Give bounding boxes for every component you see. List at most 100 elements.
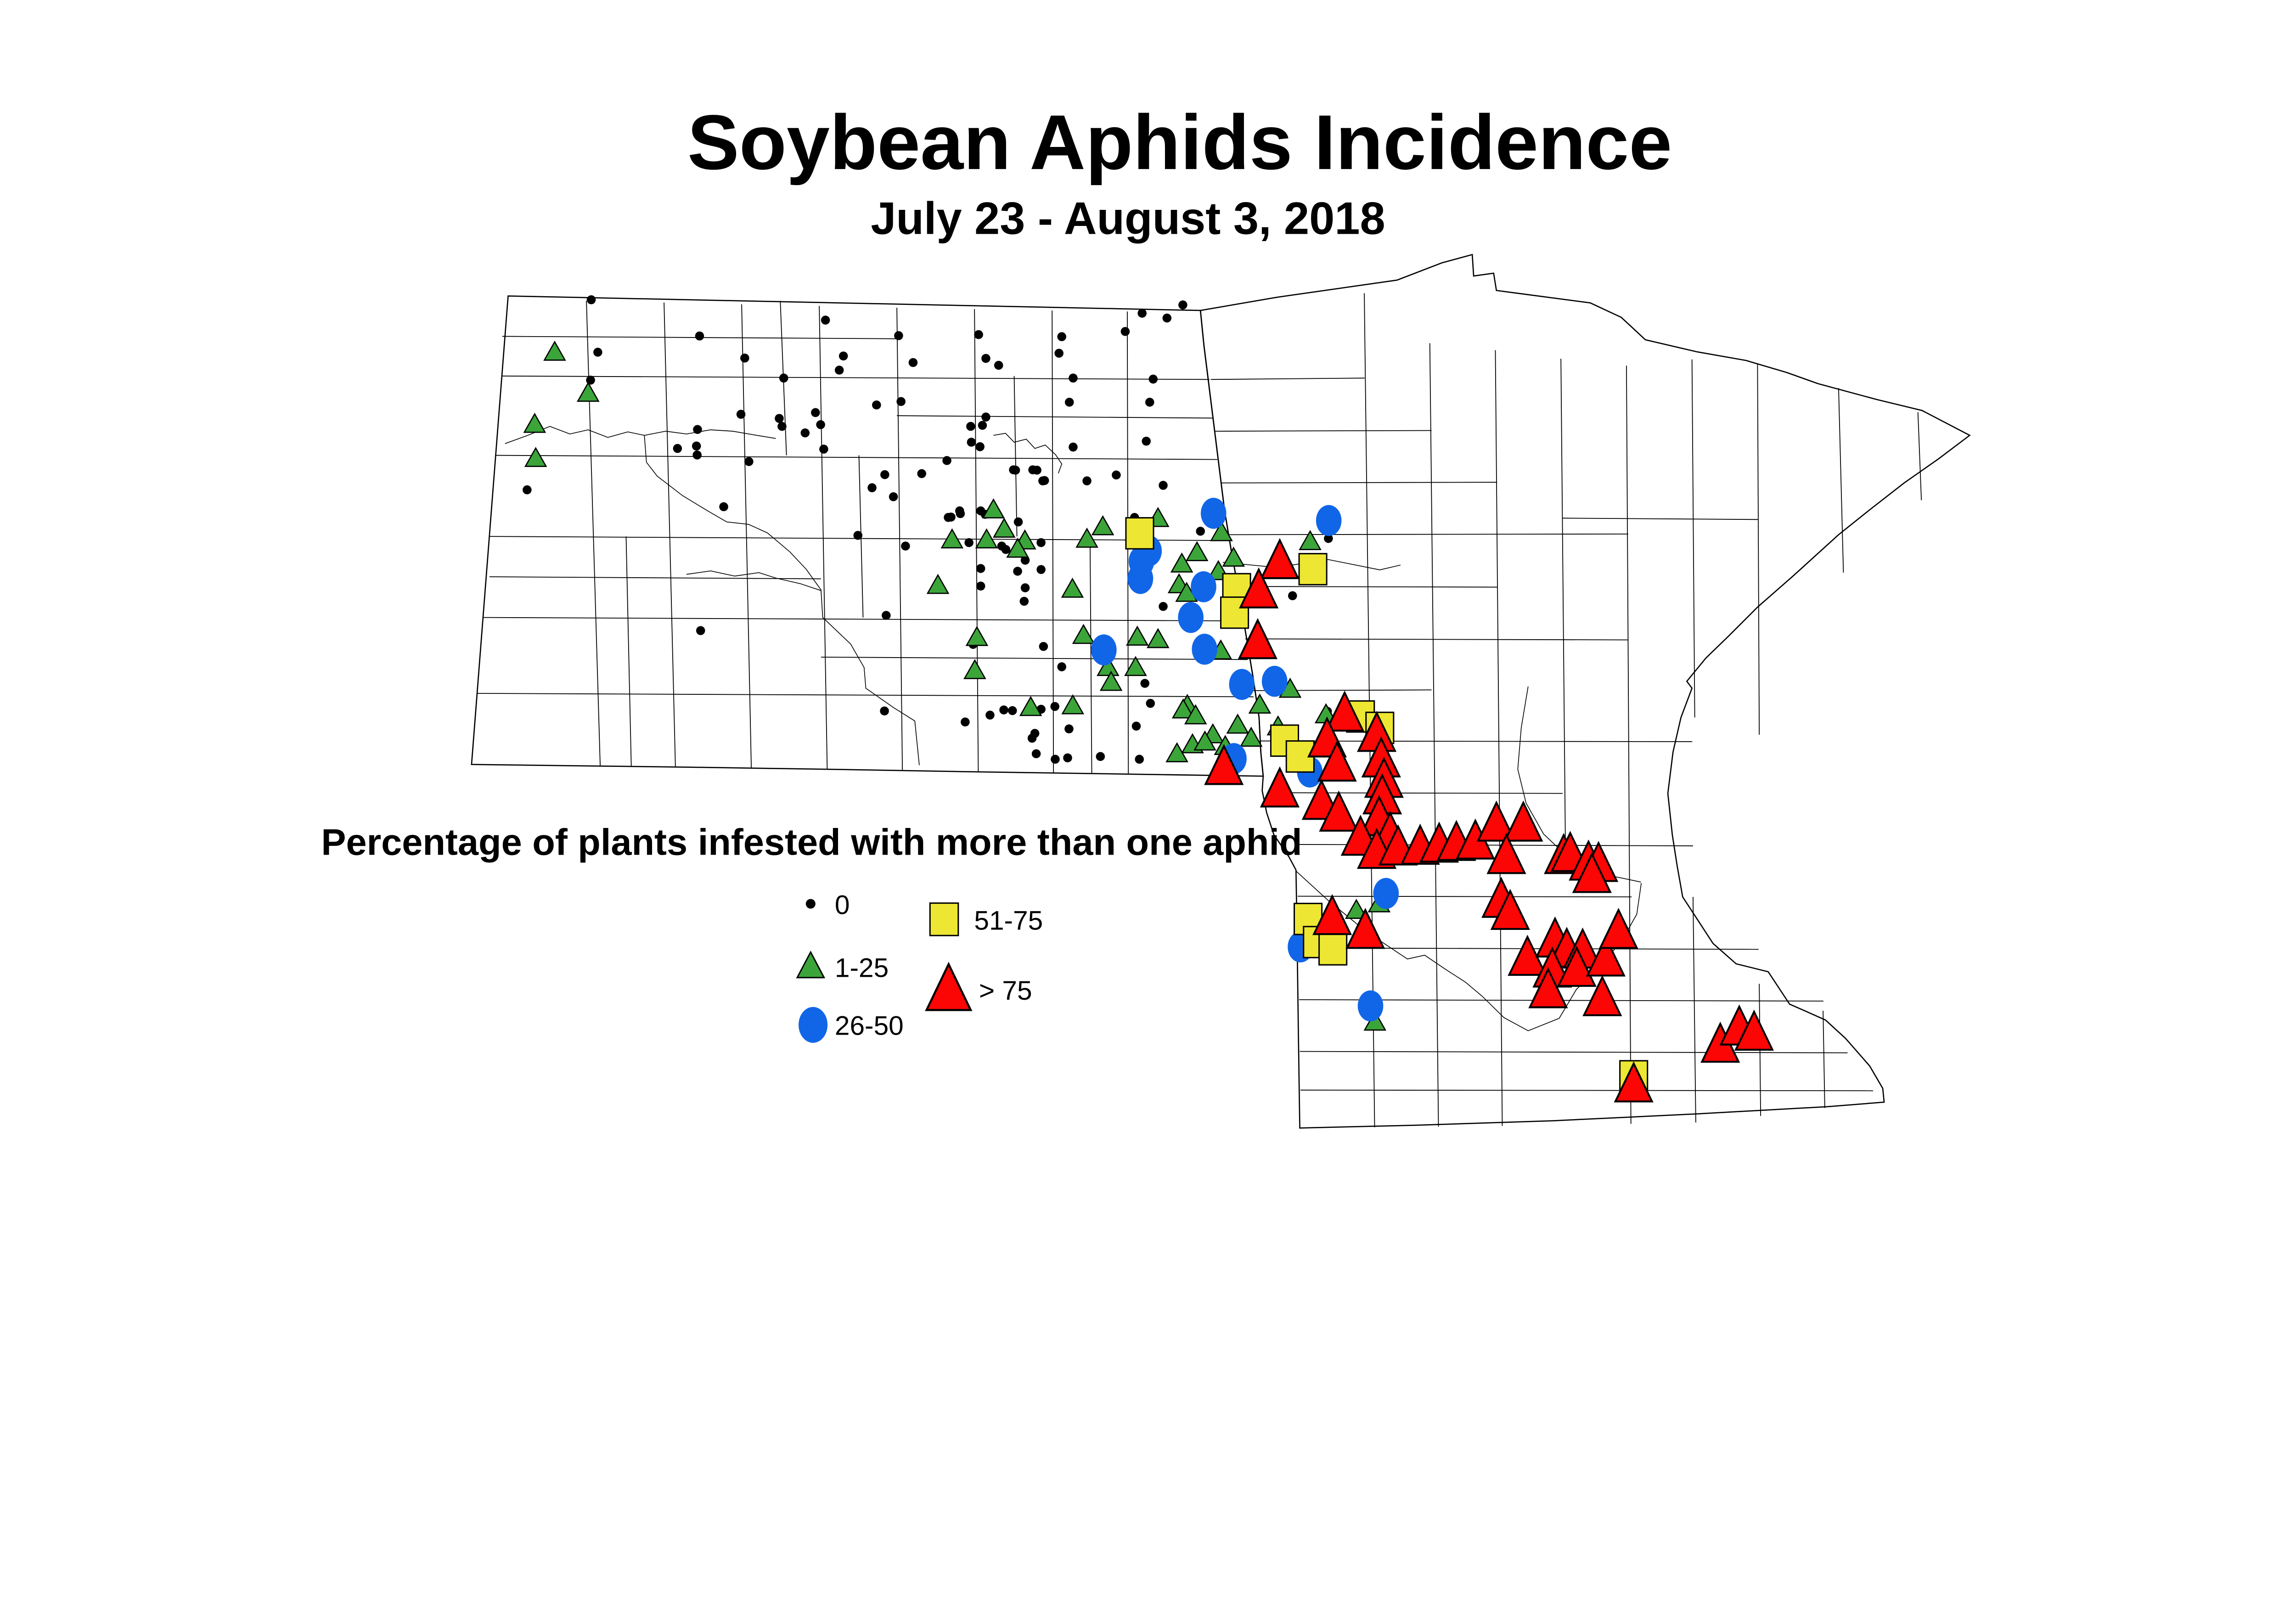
map-point-0 [1131, 721, 1141, 731]
map-point-over-75 [1528, 967, 1568, 1008]
map-point-0 [692, 450, 702, 460]
county-line [1227, 533, 1628, 535]
map-point-0 [981, 412, 990, 422]
map-point-1-25 [543, 340, 566, 361]
legend-green-triangle-label: 1-25 [835, 953, 889, 983]
map-point-0 [1038, 476, 1047, 485]
map-point-1-25 [1248, 693, 1272, 714]
map-point-26-50 [1229, 669, 1255, 700]
county-line [1300, 1051, 1848, 1053]
map-point-0 [1288, 591, 1297, 601]
map-point-over-75 [1598, 907, 1638, 949]
map-point-0 [999, 705, 1008, 715]
map-point-1-25 [1125, 625, 1149, 646]
county-line [1917, 412, 1922, 501]
map-point-1-25 [1210, 521, 1233, 541]
county-line [586, 301, 601, 766]
river-line [1222, 559, 1401, 570]
map-point-1-25 [1097, 656, 1120, 676]
legend-green-triangle-symbol [796, 951, 826, 979]
map-point-0 [1120, 327, 1130, 336]
map-point-0 [593, 348, 602, 357]
county-line [1215, 430, 1432, 432]
river-line [686, 570, 822, 591]
legend-blue-circle-symbol [799, 1007, 828, 1043]
map-point-over-75 [1260, 766, 1300, 808]
map-point-over-75 [1312, 894, 1352, 935]
map-point-0 [1148, 374, 1158, 384]
map-point-0 [1036, 565, 1046, 574]
map-point-0 [976, 581, 985, 591]
county-line [741, 304, 752, 768]
map-point-0 [942, 456, 951, 465]
map-point-over-75 [1734, 1009, 1774, 1051]
map-point-1-25 [965, 626, 989, 646]
map-point-0 [523, 485, 532, 495]
county-lines [477, 293, 1922, 1127]
map-point-1-25 [1193, 730, 1216, 751]
map-point-over-75 [1317, 740, 1357, 782]
map-point-0 [955, 506, 964, 516]
county-line [821, 657, 1248, 660]
county-line [1691, 359, 1695, 718]
map-point-over-75 [1586, 935, 1626, 977]
county-line [1245, 638, 1628, 641]
county-line [1823, 1010, 1825, 1108]
legend-dot-symbol [805, 899, 816, 909]
map-point-0 [1009, 465, 1018, 474]
map-point-0 [1069, 373, 1078, 383]
map-point-1-25 [1226, 713, 1249, 734]
map-point-26-50 [1091, 634, 1117, 666]
map-point-0 [1001, 545, 1011, 554]
map-point-0 [834, 366, 844, 375]
map-point-over-75 [1572, 852, 1612, 893]
map-point-0 [736, 410, 746, 419]
map-point-1-25 [992, 518, 1016, 538]
county-line [1237, 586, 1497, 588]
map-point-0 [695, 331, 704, 341]
map-point-0 [1159, 481, 1168, 490]
map-point-over-75 [1503, 800, 1543, 842]
map-point-0 [882, 611, 891, 620]
map-point-1-25 [1239, 726, 1263, 747]
map-point-0 [819, 445, 828, 454]
map-point-over-75 [1476, 800, 1516, 842]
map-point-51-75 [1318, 933, 1348, 966]
map-point-0 [1137, 309, 1147, 318]
map-point-1-25 [975, 528, 998, 549]
map-point-0 [1324, 534, 1333, 543]
map-point-0 [880, 706, 889, 715]
map-point-0 [1013, 567, 1022, 576]
map-point-0 [1036, 538, 1046, 547]
county-line [1429, 343, 1439, 1127]
county-line [1300, 1089, 1874, 1092]
map-point-1-25 [1099, 670, 1123, 691]
map-point-0 [944, 513, 953, 522]
page-subtitle: July 23 - August 3, 2018 [871, 193, 1385, 244]
river-line [993, 433, 1063, 473]
map-point-0 [719, 502, 728, 512]
map-point-0 [981, 354, 990, 363]
map-point-over-75 [1486, 833, 1526, 874]
map-point-0 [967, 438, 976, 447]
map-point-1-25 [1006, 537, 1029, 558]
county-line [477, 693, 1254, 698]
map-point-0 [744, 457, 754, 466]
map-point-over-75 [1319, 790, 1359, 832]
map-point-0 [1064, 398, 1074, 407]
map-point-0 [692, 441, 701, 451]
map-point-0 [1051, 754, 1060, 764]
county-line [495, 455, 1217, 460]
map-point-51-75 [1298, 553, 1328, 585]
county-line [1838, 388, 1844, 573]
map-point-26-50 [1373, 878, 1399, 909]
map-point-1-25 [982, 498, 1005, 518]
minnesota-outline [1199, 253, 1971, 1129]
page: Soybean Aphids Incidence July 23 - Augus… [321, 99, 1971, 1129]
map-point-26-50 [1178, 602, 1204, 633]
county-line [483, 617, 1243, 622]
map-point-1-25 [1019, 696, 1042, 716]
map-point-0 [693, 425, 702, 434]
county-line [1757, 364, 1760, 735]
map-point-over-75 [1325, 690, 1365, 732]
